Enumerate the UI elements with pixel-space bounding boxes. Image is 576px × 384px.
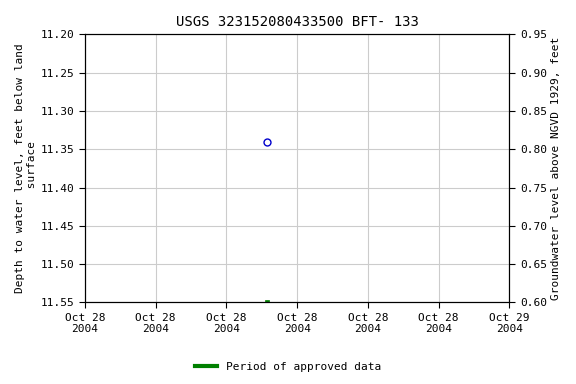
Legend: Period of approved data: Period of approved data (191, 358, 385, 377)
Title: USGS 323152080433500 BFT- 133: USGS 323152080433500 BFT- 133 (176, 15, 419, 29)
Y-axis label: Groundwater level above NGVD 1929, feet: Groundwater level above NGVD 1929, feet (551, 37, 561, 300)
Y-axis label: Depth to water level, feet below land
 surface: Depth to water level, feet below land su… (15, 43, 37, 293)
